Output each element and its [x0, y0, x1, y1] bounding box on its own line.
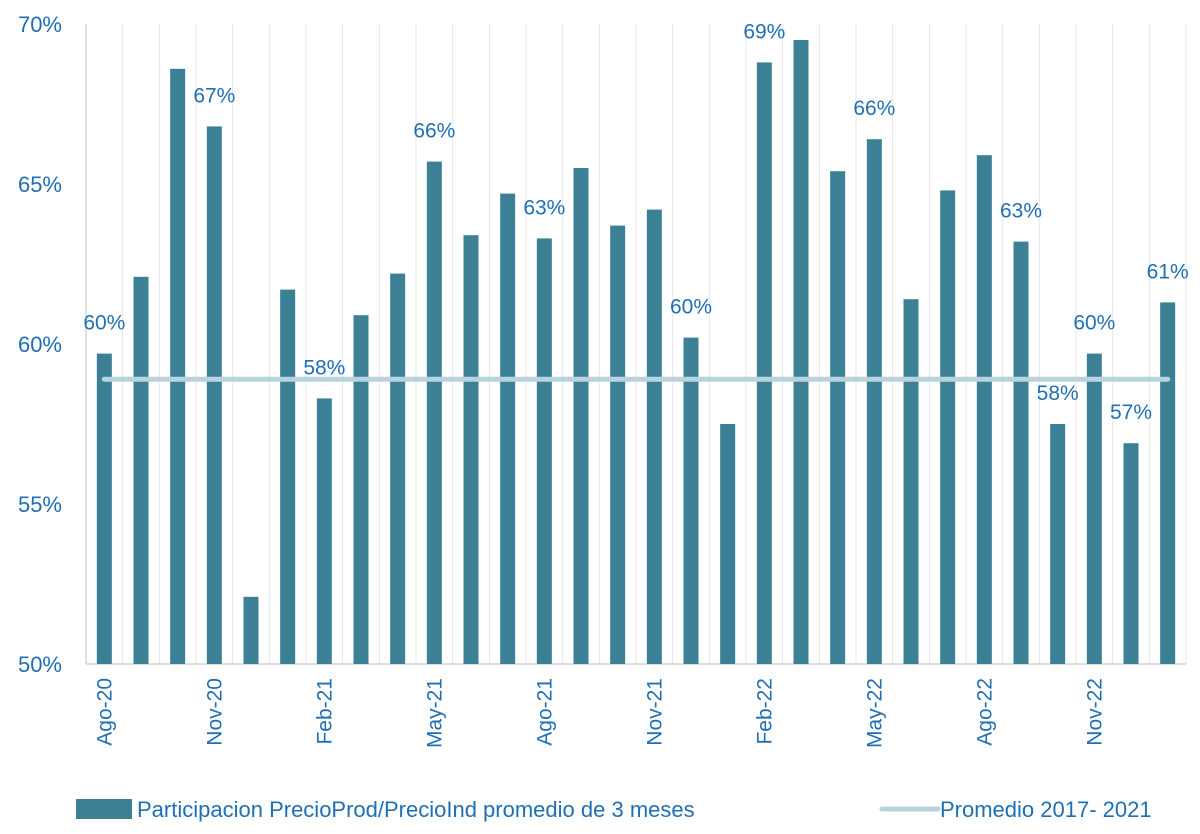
- bar: [426, 161, 442, 664]
- grid: [85, 24, 1187, 665]
- bar: [500, 193, 516, 664]
- bar: [683, 337, 699, 664]
- data-label: 61%: [1147, 260, 1189, 283]
- bar: [976, 155, 992, 664]
- bar: [1086, 353, 1102, 664]
- bar: [830, 171, 846, 664]
- data-label: 66%: [413, 120, 455, 143]
- bar: [756, 62, 772, 664]
- bar: [96, 353, 112, 664]
- data-label: 66%: [853, 97, 895, 120]
- bar: [793, 40, 809, 664]
- x-tick-label: Nov-21: [643, 678, 666, 746]
- bar-series: [96, 40, 1176, 665]
- bar: [610, 225, 626, 664]
- bar: [170, 68, 186, 665]
- bar: [316, 398, 332, 664]
- x-tick-label: Feb-21: [313, 678, 336, 745]
- data-label: 63%: [1000, 200, 1042, 223]
- bar: [1013, 241, 1029, 664]
- x-tick-label: Ago-22: [973, 678, 996, 746]
- x-tick-label: May-22: [863, 678, 886, 748]
- data-label: 69%: [743, 20, 785, 43]
- bar: [206, 126, 222, 664]
- x-tick-label: Nov-22: [1083, 678, 1106, 746]
- bar: [646, 209, 662, 664]
- y-tick-label: 55%: [18, 492, 62, 517]
- y-tick-label: 50%: [18, 652, 62, 677]
- x-axis: Ago-20 Nov-20 Feb-21 May-21 Ago-21 Nov-21 Feb-…: [93, 678, 1106, 748]
- bar: [903, 299, 919, 664]
- x-tick-label: Ago-21: [533, 678, 556, 746]
- bar: [1160, 302, 1176, 664]
- bar: [573, 168, 589, 664]
- bar: [1123, 443, 1139, 664]
- bar: [866, 139, 882, 664]
- bar: [720, 424, 736, 664]
- bar: [1050, 424, 1066, 664]
- bar: [243, 596, 259, 664]
- legend: Participacion PrecioProd/PrecioInd prome…: [76, 797, 1152, 822]
- y-axis: 50% 55% 60% 65% 70%: [18, 12, 62, 677]
- bar: [463, 235, 479, 664]
- x-tick-label: Ago-20: [93, 678, 116, 746]
- data-label: 58%: [1037, 382, 1079, 405]
- y-tick-label: 65%: [18, 172, 62, 197]
- bar: [133, 276, 149, 664]
- data-label: 67%: [193, 84, 235, 107]
- legend-label-bars: Participacion PrecioProd/PrecioInd prome…: [137, 797, 695, 822]
- x-tick-label: May-21: [423, 678, 446, 748]
- legend-label-line: Promedio 2017- 2021: [940, 797, 1152, 822]
- x-tick-label: Nov-20: [203, 678, 226, 746]
- data-label: 60%: [1073, 312, 1115, 335]
- data-labels: 60% 67% 58% 66% 63% 60% 69% 66% 63% 58% 60% 57% 61%: [83, 20, 1188, 424]
- data-label: 60%: [83, 312, 125, 335]
- x-tick-label: Feb-22: [753, 678, 776, 745]
- data-label: 58%: [303, 356, 345, 379]
- legend-swatch-bars: [76, 799, 132, 819]
- bar: [280, 289, 296, 664]
- bar: [940, 190, 956, 664]
- y-tick-label: 70%: [18, 12, 62, 37]
- data-label: 57%: [1110, 401, 1152, 424]
- bar: [536, 238, 552, 664]
- bar: [353, 315, 369, 664]
- data-label: 60%: [670, 296, 712, 319]
- y-tick-label: 60%: [18, 332, 62, 357]
- bar: [390, 273, 406, 664]
- data-label: 63%: [523, 196, 565, 219]
